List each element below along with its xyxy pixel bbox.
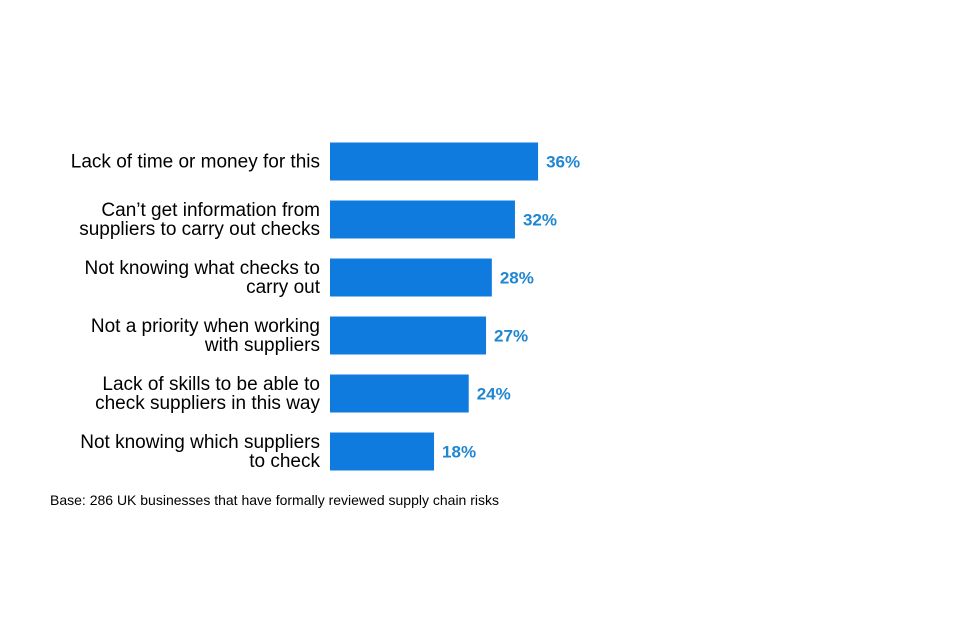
base-note: Base: 286 UK businesses that have formal… <box>50 492 499 508</box>
category-label-3: Not knowing what checks to carry out <box>84 258 320 298</box>
category-label-line: Not knowing which suppliers <box>80 432 320 453</box>
bar-3 <box>330 258 492 297</box>
category-label-line: Can’t get information from <box>101 200 320 221</box>
bars-layer <box>330 142 539 471</box>
category-label-line: suppliers to carry out checks <box>79 219 320 240</box>
bar-5 <box>330 374 469 413</box>
value-label-1: 36% <box>546 153 580 172</box>
value-labels: 36% 32% 28% 27% 24% 18% <box>442 153 580 462</box>
value-label-4: 27% <box>494 327 528 346</box>
category-labels: Lack of time or money for this Can’t get … <box>71 152 321 473</box>
category-label-line: to check <box>249 451 320 472</box>
category-label-line: Lack of skills to be able to <box>102 374 320 395</box>
category-label-line: carry out <box>246 277 321 298</box>
category-label-2: Can’t get information from suppliers to c… <box>79 200 320 240</box>
bar-1 <box>330 142 539 181</box>
category-label-6: Not knowing which suppliers to check <box>80 432 320 472</box>
value-label-2: 32% <box>523 211 557 230</box>
category-label-5: Lack of skills to be able to check suppli… <box>95 374 320 414</box>
category-label-line: Not a priority when working <box>91 316 320 337</box>
category-label-1: Lack of time or money for this <box>71 152 320 173</box>
bar-2 <box>330 200 515 239</box>
value-label-3: 28% <box>500 269 534 288</box>
category-label-4: Not a priority when working with supplier… <box>91 316 320 356</box>
category-label-line: with suppliers <box>204 335 320 356</box>
category-label-line: Lack of time or money for this <box>71 152 320 173</box>
category-label-line: Not knowing what checks to <box>84 258 320 279</box>
value-label-5: 24% <box>477 385 511 404</box>
bar-6 <box>330 432 435 471</box>
category-label-line: check suppliers in this way <box>95 393 320 414</box>
bar-4 <box>330 316 487 355</box>
value-label-6: 18% <box>442 443 476 462</box>
